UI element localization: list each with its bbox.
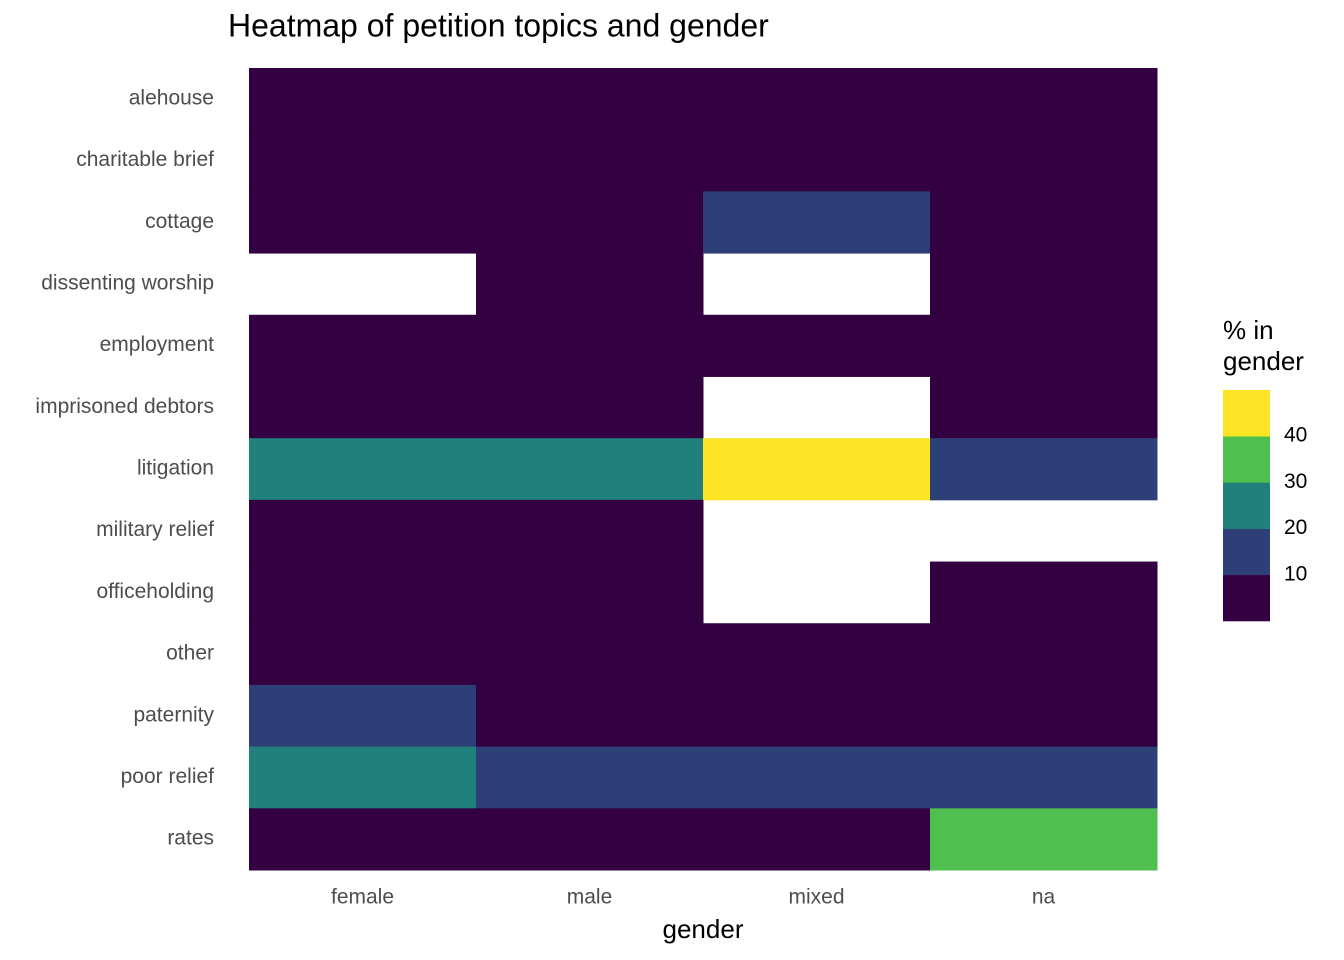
x-tick-label: female bbox=[331, 886, 394, 909]
y-tick-label: charitable brief bbox=[76, 148, 214, 171]
heatmap-cell bbox=[703, 129, 931, 192]
heatmap-cell bbox=[930, 129, 1158, 192]
heatmap-cell bbox=[249, 68, 477, 131]
x-tick-label: male bbox=[567, 886, 613, 909]
legend-label: 40 bbox=[1284, 424, 1307, 447]
heatmap-cell bbox=[249, 746, 477, 809]
heatmap-cell bbox=[703, 623, 931, 686]
heatmap-cell bbox=[476, 684, 704, 748]
heatmap-cell bbox=[930, 561, 1158, 624]
heatmap-cell bbox=[703, 746, 931, 809]
y-tick-label: officeholding bbox=[96, 580, 214, 603]
heatmap-cell bbox=[249, 314, 477, 377]
legend-label: 10 bbox=[1284, 562, 1307, 585]
heatmap-cell bbox=[703, 438, 931, 501]
chart-title: Heatmap of petition topics and gender bbox=[228, 7, 769, 43]
heatmap-cell bbox=[249, 191, 477, 254]
legend-label: 20 bbox=[1284, 516, 1307, 539]
heatmap-cell bbox=[703, 684, 931, 748]
y-tick-label: military relief bbox=[96, 518, 214, 541]
heatmap-cell bbox=[249, 808, 477, 871]
heatmap-cell bbox=[930, 623, 1158, 686]
heatmap-cell bbox=[249, 684, 477, 748]
heatmap-cell bbox=[476, 253, 704, 316]
heatmap-cell bbox=[476, 808, 704, 871]
heatmap-cell bbox=[249, 438, 477, 501]
legend-key bbox=[1223, 436, 1270, 483]
legend-label: 30 bbox=[1284, 470, 1307, 493]
heatmap-cell bbox=[930, 746, 1158, 809]
y-tick-label: paternity bbox=[133, 703, 214, 726]
heatmap-cell bbox=[476, 746, 704, 809]
heatmap-cell bbox=[703, 314, 931, 377]
heatmap-cell bbox=[249, 561, 477, 624]
x-tick-label: na bbox=[1032, 886, 1056, 909]
legend-key bbox=[1223, 528, 1270, 576]
heatmap-cell bbox=[930, 314, 1158, 377]
legend-key bbox=[1223, 574, 1270, 622]
legend-title: gender bbox=[1223, 346, 1304, 376]
y-tick-label: imprisoned debtors bbox=[35, 395, 214, 418]
x-tick-label: mixed bbox=[788, 886, 844, 909]
heatmap-cell bbox=[703, 68, 931, 131]
heatmap-cell bbox=[930, 438, 1158, 501]
heatmap-cell bbox=[249, 129, 477, 192]
y-tick-label: other bbox=[166, 642, 214, 665]
heatmap-cell bbox=[703, 191, 931, 254]
heatmap-cell bbox=[249, 623, 477, 686]
y-tick-label: employment bbox=[100, 333, 215, 356]
legend-key bbox=[1223, 390, 1270, 437]
heatmap-cell bbox=[249, 499, 477, 563]
heatmap-cell bbox=[476, 376, 704, 439]
heatmap-cell bbox=[476, 499, 704, 563]
y-tick-label: dissenting worship bbox=[41, 271, 214, 294]
heatmap-cell bbox=[476, 129, 704, 192]
heatmap-cell bbox=[930, 684, 1158, 748]
y-tick-label: rates bbox=[167, 827, 214, 850]
heatmap-cell bbox=[930, 68, 1158, 131]
heatmap-cell bbox=[476, 561, 704, 624]
y-tick-label: litigation bbox=[137, 457, 214, 480]
heatmap-cell bbox=[476, 191, 704, 254]
heatmap-cell bbox=[930, 808, 1158, 871]
y-tick-label: poor relief bbox=[121, 765, 215, 788]
heatmap-cell bbox=[476, 438, 704, 501]
heatmap-cell bbox=[476, 68, 704, 131]
y-tick-label: cottage bbox=[145, 210, 214, 233]
heatmap-cell bbox=[930, 191, 1158, 254]
heatmap-cell bbox=[476, 314, 704, 377]
heatmap-cell bbox=[249, 376, 477, 439]
heatmap-cell bbox=[930, 253, 1158, 316]
heatmap-cell bbox=[703, 808, 931, 871]
legend-title: % in bbox=[1223, 315, 1274, 345]
y-tick-label: alehouse bbox=[129, 86, 214, 109]
heatmap-cell bbox=[930, 376, 1158, 439]
x-axis-title: gender bbox=[663, 914, 744, 944]
legend-key bbox=[1223, 482, 1270, 529]
heatmap-cell bbox=[476, 623, 704, 686]
